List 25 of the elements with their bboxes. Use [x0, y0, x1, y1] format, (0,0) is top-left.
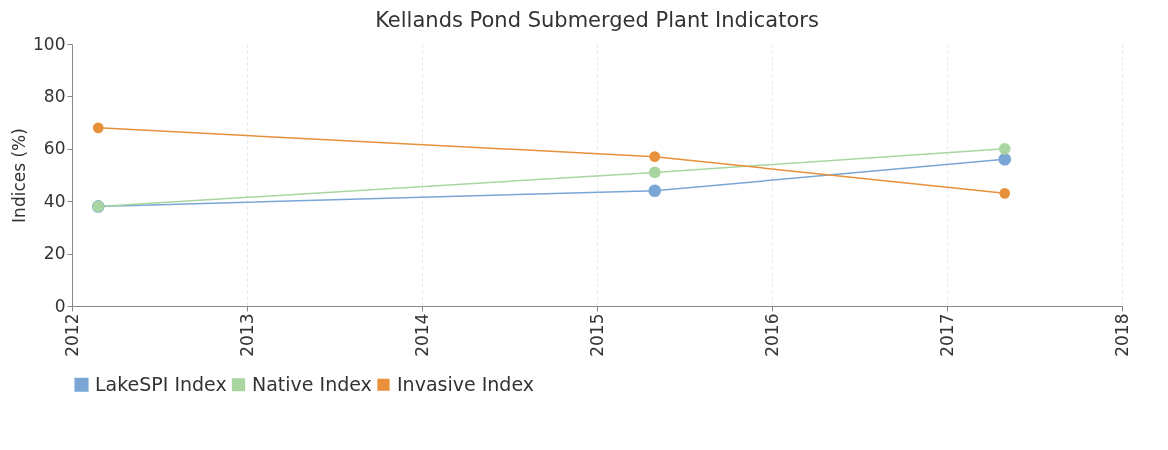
- point: [648, 166, 661, 179]
- point: [92, 122, 104, 134]
- point: [648, 184, 662, 198]
- point: [998, 142, 1011, 155]
- legend-label: Invasive Index: [397, 372, 534, 395]
- chart-title: Kellands Pond Submerged Plant Indicators: [375, 8, 819, 32]
- point: [649, 151, 661, 163]
- y-tick-label: 20: [43, 243, 66, 264]
- y-axis-title: Indices (%): [9, 128, 30, 223]
- x-tick-label: 2015: [586, 313, 607, 357]
- x-tick-label: 2013: [236, 313, 257, 357]
- legend-label: LakeSPI Index: [95, 372, 227, 395]
- legend-label: Native Index: [252, 372, 372, 395]
- y-tick-label: 40: [43, 190, 66, 211]
- y-tick-label: 100: [33, 33, 66, 54]
- x-tick-label: 2018: [1111, 313, 1132, 357]
- point: [999, 187, 1011, 199]
- x-tick-label: 2016: [761, 313, 782, 357]
- y-tick-label: 80: [43, 85, 66, 106]
- x-tick-label: 2017: [936, 313, 957, 357]
- y-tick-label: 0: [54, 295, 66, 316]
- x-tick-label: 2014: [411, 313, 432, 357]
- y-tick-label: 60: [43, 138, 66, 159]
- point: [998, 152, 1012, 166]
- x-tick-label: 2012: [61, 313, 82, 357]
